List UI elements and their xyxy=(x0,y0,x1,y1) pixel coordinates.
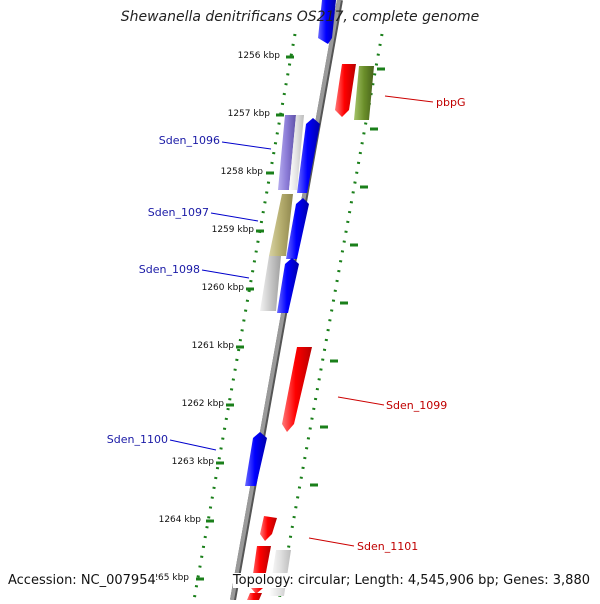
ortholog-block-gray[interactable] xyxy=(260,256,281,311)
gene-label[interactable]: pbpG xyxy=(436,96,465,109)
gene-forward[interactable] xyxy=(282,347,312,432)
tick-label: 1261 kbp xyxy=(192,341,235,351)
leader-line xyxy=(308,537,355,547)
gene-label[interactable]: Sden_1097 xyxy=(148,206,209,219)
tick-label: 1257 kbp xyxy=(228,109,271,119)
tick-label: 1259 kbp xyxy=(212,225,255,235)
gene-reverse[interactable] xyxy=(286,198,309,259)
ortholog-block-tan[interactable] xyxy=(269,194,293,256)
tick-label: 1265 kbp xyxy=(147,573,190,583)
tick-label: 1262 kbp xyxy=(182,399,225,409)
gene-label[interactable]: Sden_1100 xyxy=(107,433,168,446)
gene-label[interactable]: Sden_1101 xyxy=(357,540,418,553)
leader-line xyxy=(337,396,385,406)
gene-label[interactable]: Sden_1096 xyxy=(159,134,220,147)
gene-reverse[interactable] xyxy=(318,0,336,44)
gene-reverse[interactable] xyxy=(297,118,320,193)
gene-forward[interactable] xyxy=(260,516,277,541)
accession-label: Accession: NC_007954 xyxy=(8,573,156,588)
tick-label: 1258 kbp xyxy=(221,167,264,177)
leader-line xyxy=(384,95,434,103)
tick-label: 1264 kbp xyxy=(159,515,202,525)
gene-forward[interactable] xyxy=(247,593,262,600)
genome-summary: Topology: circular; Length: 4,545,906 bp… xyxy=(232,573,590,588)
gene-label[interactable]: Sden_1098 xyxy=(139,263,200,276)
tick-label: 1260 kbp xyxy=(202,283,245,293)
gene-reverse[interactable] xyxy=(277,258,299,313)
tick-label: 1256 kbp xyxy=(238,51,281,61)
leader-line xyxy=(169,439,217,451)
ortholog-block-green[interactable] xyxy=(354,66,374,120)
gene-reverse[interactable] xyxy=(245,432,267,486)
ortholog-block-gray[interactable] xyxy=(289,115,304,190)
gene-label[interactable]: Sden_1099 xyxy=(386,399,447,412)
map-title: Shewanella denitrificans OS217, complete… xyxy=(120,9,480,25)
tick-label: 1263 kbp xyxy=(172,457,215,467)
ruler-ticks: 1256 kbp 1257 kbp 1258 kbp 1259 kbp 1260… xyxy=(147,51,385,583)
leader-line xyxy=(210,212,259,222)
leader-line xyxy=(201,269,250,279)
ortholog-block-purple[interactable] xyxy=(278,115,296,190)
leader-line xyxy=(221,141,272,150)
gene-forward[interactable] xyxy=(335,64,356,117)
